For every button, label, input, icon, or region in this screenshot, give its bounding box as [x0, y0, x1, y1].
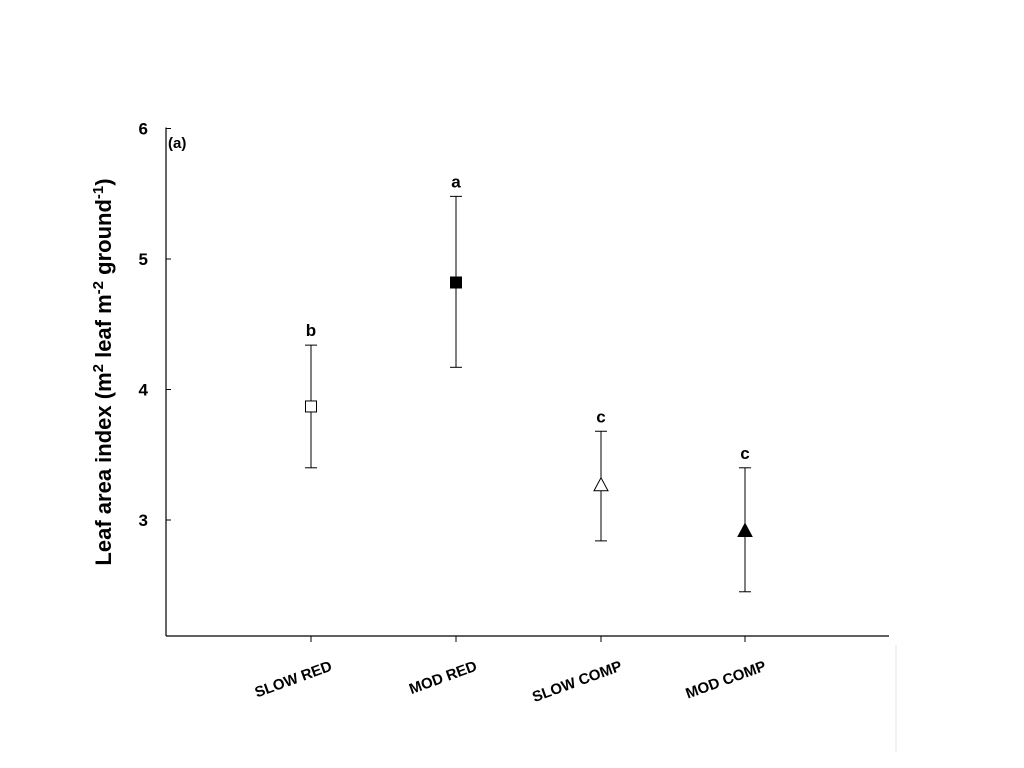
x-tick-label: SLOW RED — [253, 658, 335, 702]
y-tick-label: 5 — [139, 250, 148, 269]
y-axis-title-part: ) — [91, 178, 116, 185]
square-marker — [305, 400, 317, 413]
y-axis-title-part: Leaf area index (m — [91, 372, 116, 565]
significance-label: c — [740, 444, 749, 463]
y-tick-label: 6 — [139, 120, 148, 139]
y-axis-title-part: leaf m — [91, 294, 116, 364]
significance-label: a — [451, 172, 461, 191]
panel-label: (a) — [168, 135, 186, 152]
y-ticks: 3 4 5 6 — [139, 120, 171, 530]
data-point: c — [593, 407, 609, 542]
x-tick-label: MOD RED — [407, 658, 480, 698]
y-tick-label: 3 — [139, 511, 148, 530]
data-point: b — [305, 321, 317, 469]
y-tick-label: 4 — [139, 381, 149, 400]
data-point: a — [450, 172, 462, 368]
significance-label: c — [596, 407, 605, 426]
data-point: c — [737, 444, 753, 593]
square-marker — [450, 276, 462, 289]
significance-label: b — [306, 321, 316, 340]
x-tick-label: MOD COMP — [683, 658, 768, 703]
y-axis-title-superscript: 2 — [90, 364, 107, 372]
y-axis-title: Leaf area index (m2 leaf m-2 ground-1) — [90, 178, 116, 565]
triangle-marker — [737, 522, 753, 537]
triangle-marker — [593, 476, 609, 492]
y-axis-title-part: ground — [91, 199, 116, 281]
y-axis-title-superscript: -2 — [90, 281, 107, 294]
y-axis-title-superscript: -1 — [90, 186, 107, 199]
x-ticks: SLOW RED MOD RED SLOW COMP MOD COMP — [253, 636, 768, 706]
data-points: b a c c — [305, 172, 753, 593]
chart-axes — [165, 127, 889, 637]
x-tick-label: SLOW COMP — [530, 658, 624, 706]
